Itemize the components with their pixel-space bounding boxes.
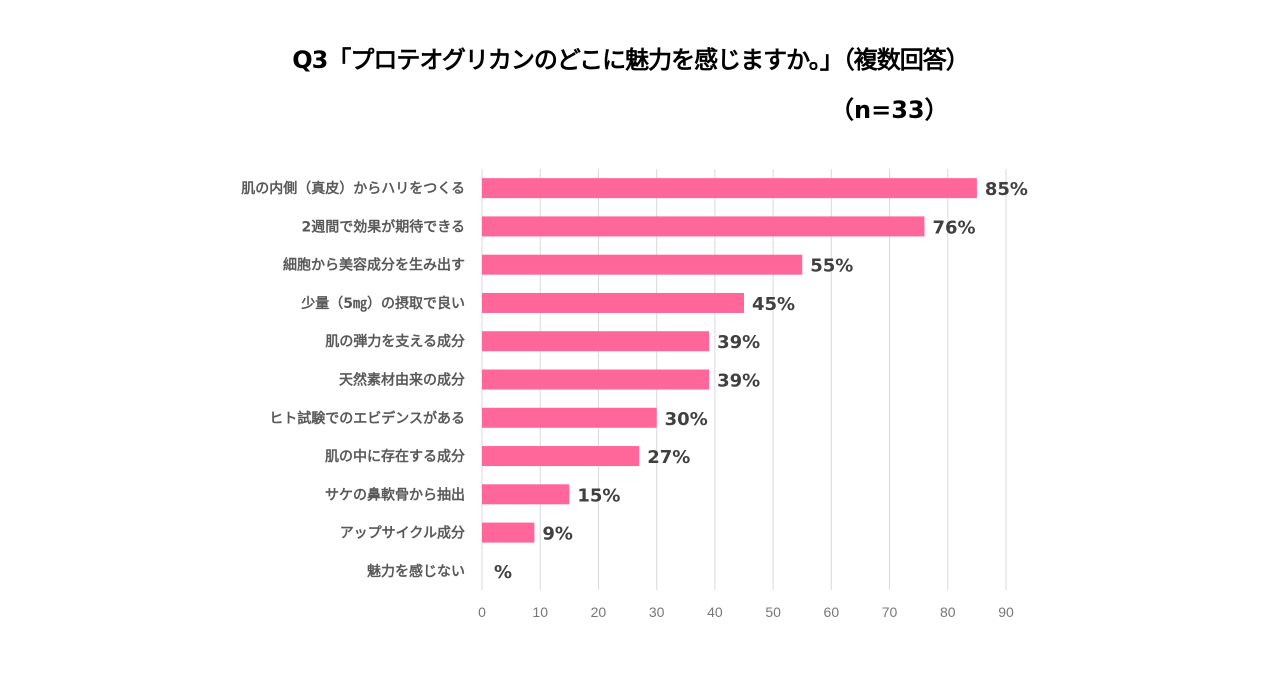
data-label: %: [494, 562, 512, 583]
category-label: 細胞から美容成分を生み出す: [283, 257, 465, 274]
x-tick-label: 50: [765, 604, 781, 620]
data-label: 9%: [542, 524, 573, 545]
x-tick-label: 20: [591, 604, 607, 620]
x-tick-label: 0: [478, 604, 486, 620]
x-tick-label: 80: [940, 604, 956, 620]
category-label: サケの鼻軟骨から抽出: [325, 486, 465, 503]
bar: [482, 292, 744, 313]
data-label: 39%: [717, 332, 760, 353]
x-tick-label: 90: [998, 604, 1014, 620]
bar: [482, 216, 925, 237]
category-label: アップサイクル成分: [340, 525, 465, 542]
category-label: 肌の弾力を支える成分: [325, 333, 465, 350]
category-label: 魅力を感じない: [367, 563, 465, 580]
data-label: 15%: [577, 485, 620, 506]
x-tick-label: 40: [707, 604, 723, 620]
category-label: 肌の中に存在する成分: [325, 448, 465, 465]
chart-subtitle: （n=33）: [830, 96, 949, 124]
data-label: 76%: [932, 217, 975, 238]
bar: [482, 254, 803, 275]
category-label: 肌の内側（真皮）からハリをつくる: [241, 180, 465, 197]
bar: [482, 331, 710, 352]
data-label: 39%: [717, 371, 760, 392]
category-label: ヒト試験でのエビデンスがある: [269, 410, 465, 427]
bar: [482, 522, 535, 543]
data-label: 55%: [810, 256, 853, 277]
x-tick-label: 30: [649, 604, 665, 620]
data-label: 30%: [665, 409, 708, 430]
category-label: 少量（5㎎）の摂取で良い: [300, 295, 465, 313]
data-label: 45%: [752, 294, 795, 315]
category-label: 2週間で効果が期待できる: [302, 218, 465, 235]
bar: [482, 484, 570, 505]
bar: [482, 369, 710, 390]
x-tick-label: 60: [824, 604, 840, 620]
x-tick-label: 10: [532, 604, 548, 620]
category-label: 天然素材由来の成分: [339, 372, 465, 389]
bar: [482, 446, 640, 467]
chart-title: Q3「プロテオグリカンのどこに魅力を感じますか。」（複数回答）: [292, 46, 969, 74]
data-label: 27%: [647, 447, 690, 468]
data-label: 85%: [985, 179, 1028, 200]
bar: [482, 407, 657, 428]
bar: [482, 178, 977, 199]
x-tick-label: 70: [882, 604, 898, 620]
